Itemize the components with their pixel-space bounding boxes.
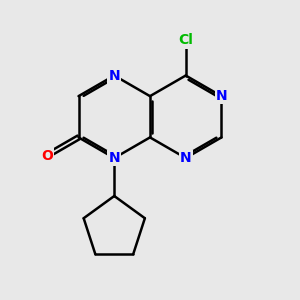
Text: N: N: [180, 151, 191, 165]
Text: O: O: [41, 148, 53, 163]
Text: N: N: [109, 68, 120, 83]
Text: Cl: Cl: [178, 33, 193, 47]
Text: N: N: [109, 151, 120, 165]
Text: N: N: [216, 89, 227, 103]
